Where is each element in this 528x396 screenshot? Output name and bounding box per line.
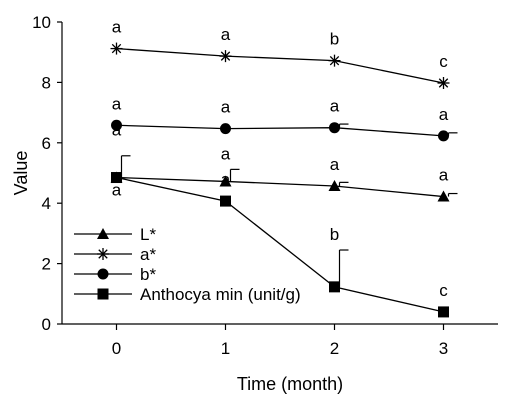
data-point [329,281,340,293]
legend-item: L* [74,225,156,244]
significance-label: b [330,225,339,244]
legend-item: b* [74,265,156,284]
y-tick-label: 2 [42,255,51,274]
significance-label: a [221,144,231,163]
data-point [111,119,122,131]
significance-label: a [112,18,122,37]
data-point [437,190,450,202]
x-tick-label: 0 [112,339,121,358]
data-point [220,123,231,135]
legend-marker [97,228,109,239]
significance-label: a [112,181,122,200]
significance-label: a [330,155,340,174]
x-tick-label: 1 [221,339,230,358]
data-point [111,172,122,184]
y-tick-label: 10 [32,13,51,32]
x-tick-label: 3 [439,339,448,358]
data-point [329,122,340,134]
data-point [219,50,232,63]
significance-label: a [330,97,340,116]
significance-label: b [330,30,339,49]
significance-label: c [439,52,448,71]
significance-label: a [112,121,122,140]
data-point [328,179,341,191]
legend-marker [97,248,109,260]
significance-label: a [112,94,122,113]
significance-label: c [439,281,448,300]
series-line [116,124,444,137]
legend-label: Anthocya min (unit/g) [140,285,301,304]
data-point [438,306,449,318]
y-tick-label: 0 [42,315,51,334]
significance-label: a [221,98,231,117]
data-point [219,175,232,187]
y-tick-label: 6 [42,134,51,153]
legend-label: L* [140,225,156,244]
legend: L*a*b*Anthocya min (unit/g) [74,225,301,304]
legend-marker [97,288,109,300]
x-axis-title: Time (month) [237,374,343,394]
data-point [438,130,449,142]
significance-label: a [221,25,231,44]
data-point [437,77,450,90]
series-line [116,176,444,313]
y-tick-label: 8 [42,73,51,92]
legend-label: b* [140,265,156,284]
data-point [110,42,123,55]
series-line [116,176,444,198]
data-point [220,195,231,207]
x-tick-label: 2 [330,339,339,358]
y-tick-label: 4 [42,194,51,213]
data-point [328,54,341,67]
series-line [116,47,444,84]
legend-item: Anthocya min (unit/g) [74,285,301,304]
legend-label: a* [140,245,156,264]
axes [61,22,498,325]
legend-marker [97,268,109,280]
significance-label: a [439,105,449,124]
ticks: 0 2 4 6 8 10 0 1 2 3 [32,13,448,358]
significance-label: a [439,166,449,185]
legend-item: a* [74,245,156,264]
series-a: a a b c [110,18,450,90]
significance-label: a [221,170,231,189]
y-axis-title: Value [11,151,31,196]
